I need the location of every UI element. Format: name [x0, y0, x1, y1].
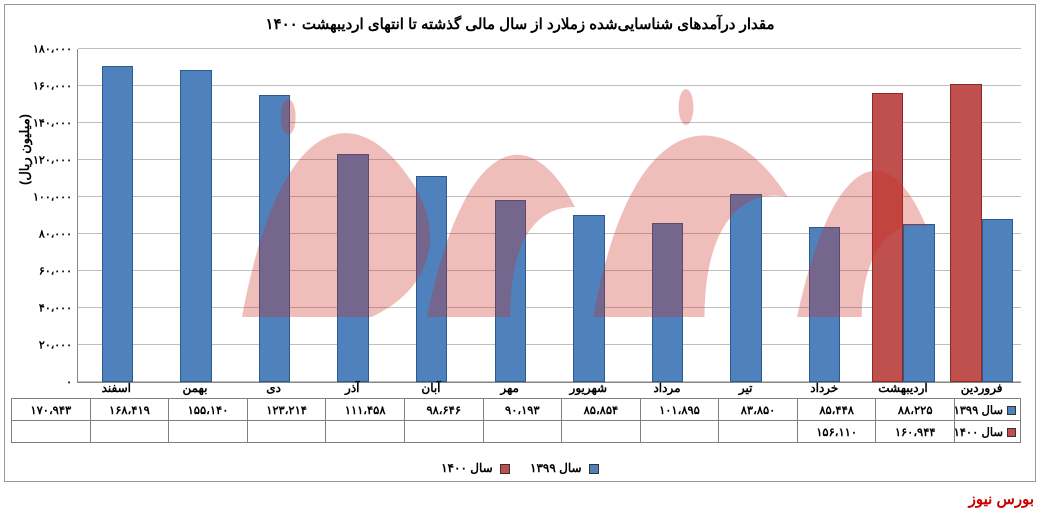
table-cell: ۸۵،۴۴۸	[797, 399, 876, 421]
x-tick-label: شهریور	[549, 377, 628, 397]
bar-1400	[872, 93, 903, 382]
bar-1399	[809, 227, 840, 382]
bar-1399	[416, 176, 447, 382]
category-slot	[550, 49, 629, 382]
table-cell	[247, 421, 326, 443]
chart-container: مقدار درآمدهای شناسایی‌شده زملارد از سال…	[4, 4, 1036, 482]
legend-swatch	[500, 464, 510, 474]
table-cell: ۱۵۵،۱۴۰	[169, 399, 248, 421]
bar-1399	[730, 194, 761, 383]
data-table: سال ۱۳۹۹۸۸،۲۲۵۸۵،۴۴۸۸۳،۸۵۰۱۰۱،۸۹۵۸۵،۸۵۴۹…	[11, 398, 1021, 443]
table-cell: ۹۰،۱۹۳	[483, 399, 562, 421]
table-cell: ۱۵۶،۱۱۰	[797, 421, 876, 443]
legend-label: سال ۱۴۰۰	[441, 461, 496, 475]
legend: سال ۱۳۹۹ سال ۱۴۰۰	[5, 461, 1035, 475]
y-tick-label: ۱۰۰،۰۰۰	[33, 191, 78, 204]
x-tick-label: بهمن	[156, 377, 235, 397]
x-axis-labels: فروردیناردیبهشتخردادتیرمردادشهریورمهرآبا…	[77, 377, 1021, 397]
table-cell	[404, 421, 483, 443]
legend-label: سال ۱۳۹۹	[530, 461, 585, 475]
legend-item: سال ۱۴۰۰	[441, 461, 510, 475]
category-slot	[785, 49, 864, 382]
table-row: سال ۱۳۹۹۸۸،۲۲۵۸۵،۴۴۸۸۳،۸۵۰۱۰۱،۸۹۵۸۵،۸۵۴۹…	[12, 399, 1021, 421]
x-tick-label: آبان	[392, 377, 471, 397]
x-tick-label: فروردین	[942, 377, 1021, 397]
bar-1399	[903, 224, 934, 382]
bar-1399	[982, 219, 1013, 382]
table-cell	[90, 421, 169, 443]
category-slot	[235, 49, 314, 382]
bar-1399	[180, 70, 211, 382]
x-tick-label: تیر	[706, 377, 785, 397]
table-cell	[640, 421, 719, 443]
legend-swatch	[1007, 406, 1016, 415]
x-tick-label: مرداد	[628, 377, 707, 397]
bar-1400	[950, 84, 981, 382]
table-cell: ۱۶۸،۴۱۹	[90, 399, 169, 421]
y-tick-label: ۸۰،۰۰۰	[39, 228, 78, 241]
legend-item: سال ۱۳۹۹	[530, 461, 599, 475]
category-slot	[392, 49, 471, 382]
x-tick-label: مهر	[470, 377, 549, 397]
x-tick-label: آذر	[313, 377, 392, 397]
category-slot	[707, 49, 786, 382]
legend-swatch	[1007, 428, 1016, 437]
table-cell: ۱۲۳،۲۱۴	[247, 399, 326, 421]
table-cell: ۸۳،۸۵۰	[719, 399, 798, 421]
table-cell	[562, 421, 641, 443]
footer-brand: بورس نیوز	[969, 490, 1034, 508]
bar-1399	[652, 223, 683, 382]
y-tick-label: ۱۸۰،۰۰۰	[33, 43, 78, 56]
y-tick-label: ۱۴۰،۰۰۰	[33, 117, 78, 130]
y-tick-label: ۲۰،۰۰۰	[39, 339, 78, 352]
bar-1399	[337, 154, 368, 382]
y-axis-label: (میلیون ریال)	[17, 114, 33, 185]
category-slot	[314, 49, 393, 382]
series-name: سال ۱۴۰۰	[955, 427, 1004, 439]
bar-1399	[102, 66, 133, 382]
chart-title: مقدار درآمدهای شناسایی‌شده زملارد از سال…	[5, 5, 1035, 41]
x-tick-label: خرداد	[785, 377, 864, 397]
category-slot	[157, 49, 236, 382]
category-slot	[628, 49, 707, 382]
plot-area: ۰۲۰،۰۰۰۴۰،۰۰۰۶۰،۰۰۰۸۰،۰۰۰۱۰۰،۰۰۰۱۲۰،۰۰۰۱…	[77, 49, 1021, 383]
table-cell	[483, 421, 562, 443]
table-cell	[719, 421, 798, 443]
table-cell: ۸۸،۲۲۵	[876, 399, 955, 421]
x-tick-label: دی	[234, 377, 313, 397]
category-slot	[471, 49, 550, 382]
table-cell: ۱۷۰،۹۴۳	[12, 399, 91, 421]
series-name: سال ۱۳۹۹	[955, 405, 1004, 417]
bar-1399	[259, 95, 290, 382]
bar-1399	[495, 200, 526, 382]
table-cell: ۱۱۱،۴۵۸	[326, 399, 405, 421]
x-tick-label: اسفند	[77, 377, 156, 397]
table-cell: ۱۰۱،۸۹۵	[640, 399, 719, 421]
category-slot	[864, 49, 943, 382]
x-tick-label: اردیبهشت	[864, 377, 943, 397]
table-cell	[326, 421, 405, 443]
y-tick-label: ۶۰،۰۰۰	[39, 265, 78, 278]
table-row-header: سال ۱۳۹۹	[955, 399, 1021, 421]
table-cell	[169, 421, 248, 443]
category-slot	[78, 49, 157, 382]
y-tick-label: ۱۲۰،۰۰۰	[33, 154, 78, 167]
table-cell: ۱۶۰،۹۴۴	[876, 421, 955, 443]
table-cell	[12, 421, 91, 443]
bar-1399	[573, 215, 604, 382]
table-cell: ۸۵،۸۵۴	[562, 399, 641, 421]
table-row-header: سال ۱۴۰۰	[955, 421, 1021, 443]
y-tick-label: ۴۰،۰۰۰	[39, 302, 78, 315]
legend-swatch	[589, 464, 599, 474]
category-slot	[942, 49, 1021, 382]
y-tick-label: ۱۶۰،۰۰۰	[33, 80, 78, 93]
table-cell: ۹۸،۶۴۶	[404, 399, 483, 421]
table-row: سال ۱۴۰۰۱۶۰،۹۴۴۱۵۶،۱۱۰	[12, 421, 1021, 443]
